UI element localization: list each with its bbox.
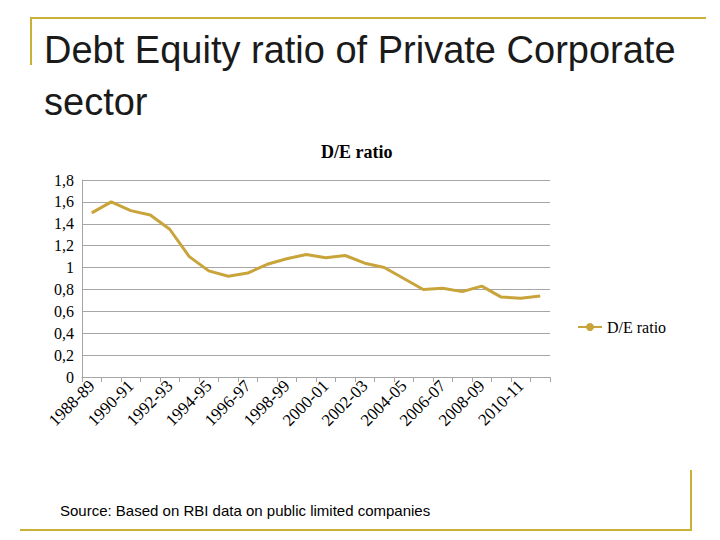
- html-text:Source: Based on RBI data on p: Source: Based on RBI data on public limi…: [60, 502, 431, 519]
- svg-text:0: 0: [66, 369, 74, 386]
- svg-text:1996-97: 1996-97: [201, 376, 255, 430]
- svg-text:1992-93: 1992-93: [123, 376, 177, 430]
- svg-text:2004-05: 2004-05: [357, 376, 411, 430]
- svg-text:1998-99: 1998-99: [240, 376, 294, 430]
- svg-text:1: 1: [66, 259, 74, 276]
- svg-text:1,4: 1,4: [54, 215, 74, 232]
- html-text:Debt Equity ratio of Private C: Debt Equity ratio of Private Corporate s…: [44, 29, 676, 123]
- svg-text:2008-09: 2008-09: [435, 376, 489, 430]
- svg-text:2000-01: 2000-01: [279, 376, 333, 430]
- svg-text:0,6: 0,6: [54, 303, 74, 320]
- svg-text:1,8: 1,8: [54, 172, 74, 189]
- svg-text:0,8: 0,8: [54, 281, 74, 298]
- svg-text:D/E ratio: D/E ratio: [607, 319, 666, 336]
- svg-text:1990-91: 1990-91: [84, 376, 138, 430]
- svg-text:1988-89: 1988-89: [45, 376, 99, 430]
- svg-text:1994-95: 1994-95: [162, 376, 216, 430]
- svg-text:1,2: 1,2: [54, 237, 74, 254]
- svg-text:D/E ratio: D/E ratio: [321, 142, 393, 162]
- svg-text:2006-07: 2006-07: [396, 376, 450, 430]
- svg-text:0,4: 0,4: [54, 325, 74, 342]
- svg-text:1,6: 1,6: [54, 193, 74, 210]
- svg-text:2002-03: 2002-03: [318, 376, 372, 430]
- svg-text:0,2: 0,2: [54, 347, 74, 364]
- svg-text:2010-11: 2010-11: [474, 376, 527, 429]
